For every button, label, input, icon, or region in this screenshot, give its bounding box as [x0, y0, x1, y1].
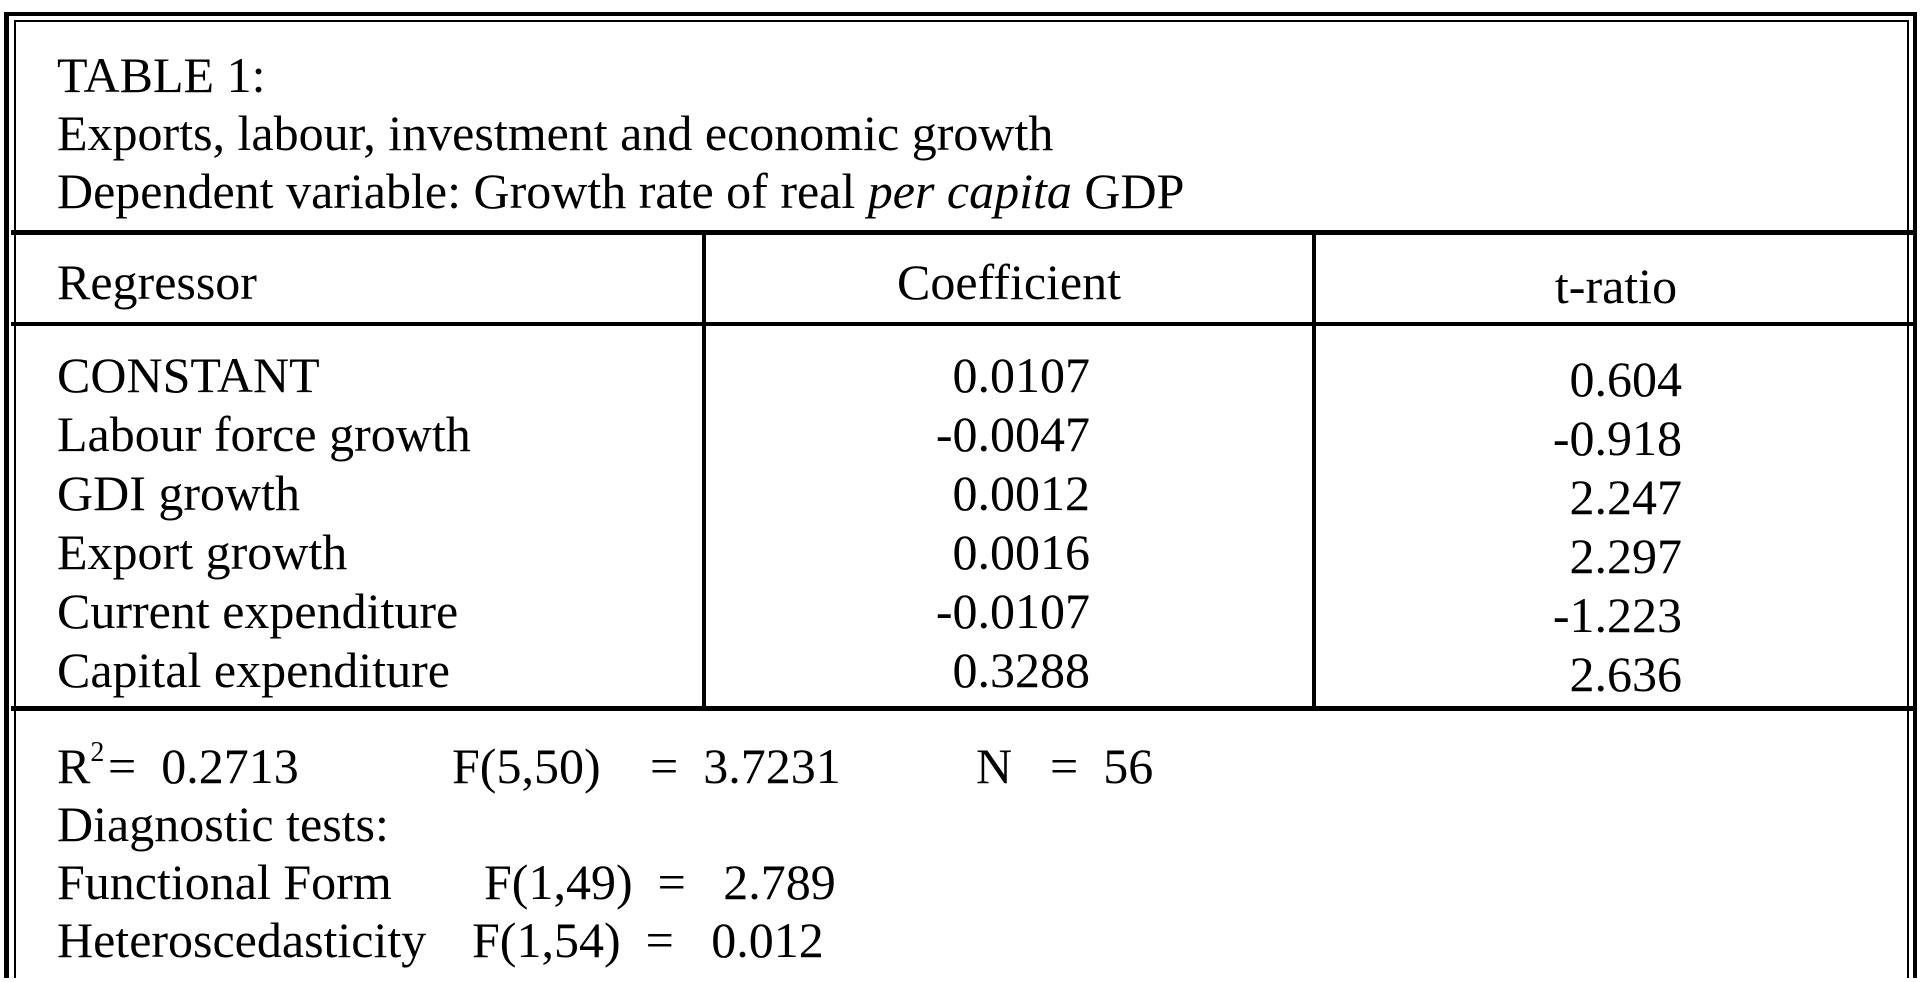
n-value: = 56	[1050, 738, 1154, 794]
column-divider-1	[702, 232, 706, 710]
heteroscedasticity-label: Heteroscedasticity	[57, 912, 427, 968]
body-divider	[11, 706, 1914, 711]
t-ratio-cell: 0.604	[1569, 351, 1683, 407]
heteroscedasticity-stat: F(1,54) = 0.012	[472, 912, 824, 968]
r-squared-label: R	[57, 738, 91, 794]
dependent-variable-suffix: GDP	[1071, 163, 1185, 219]
n-label: N	[976, 738, 1013, 794]
table-frame	[4, 12, 1917, 978]
r-squared-superscript: 2	[90, 737, 105, 768]
column-header-t-ratio: t-ratio	[1554, 258, 1678, 314]
table-number: TABLE 1:	[57, 47, 266, 103]
r-squared-stat: R2	[57, 737, 104, 795]
coefficient-cell: -0.0107	[935, 583, 1090, 639]
dependent-variable: Dependent variable: Growth rate of real …	[57, 162, 1184, 220]
coefficient-cell: 0.0107	[952, 347, 1091, 403]
regressor-cell: GDI growth	[57, 465, 301, 521]
diagnostic-heading: Diagnostic tests:	[57, 796, 389, 852]
dependent-variable-italic: per capita	[867, 163, 1072, 219]
t-ratio-cell: 2.636	[1569, 646, 1683, 702]
table-inner-frame	[14, 20, 1909, 978]
t-ratio-cell: -0.918	[1552, 410, 1682, 466]
regressor-cell: Labour force growth	[57, 406, 471, 462]
t-ratio-cell: 2.247	[1569, 469, 1683, 525]
table-title: Exports, labour, investment and economic…	[57, 105, 1054, 161]
coefficient-cell: 0.3288	[952, 642, 1091, 698]
regressor-cell: Export growth	[57, 524, 348, 580]
f-stat-value: = 3.7231	[650, 738, 841, 794]
coefficient-cell: -0.0047	[935, 406, 1090, 462]
f-stat-label: F(5,50)	[452, 738, 601, 794]
regressor-cell: Capital expenditure	[57, 642, 450, 698]
t-ratio-cell: -1.223	[1552, 587, 1682, 643]
regressor-cell: Current expenditure	[57, 583, 459, 639]
functional-form-stat: F(1,49) = 2.789	[484, 854, 836, 910]
title-divider	[11, 230, 1914, 235]
t-ratio-cell: 2.297	[1569, 528, 1683, 584]
header-divider	[11, 322, 1914, 326]
regressor-cell: CONSTANT	[57, 347, 320, 403]
functional-form-label: Functional Form	[57, 854, 392, 910]
column-header-regressor: Regressor	[57, 254, 257, 310]
dependent-variable-prefix: Dependent variable: Growth rate of real	[57, 163, 868, 219]
coefficient-cell: 0.0012	[952, 465, 1091, 521]
column-header-coefficient: Coefficient	[897, 254, 1121, 310]
coefficient-cell: 0.0016	[952, 524, 1091, 580]
column-divider-2	[1312, 232, 1316, 710]
r-squared-value: = 0.2713	[108, 738, 299, 794]
